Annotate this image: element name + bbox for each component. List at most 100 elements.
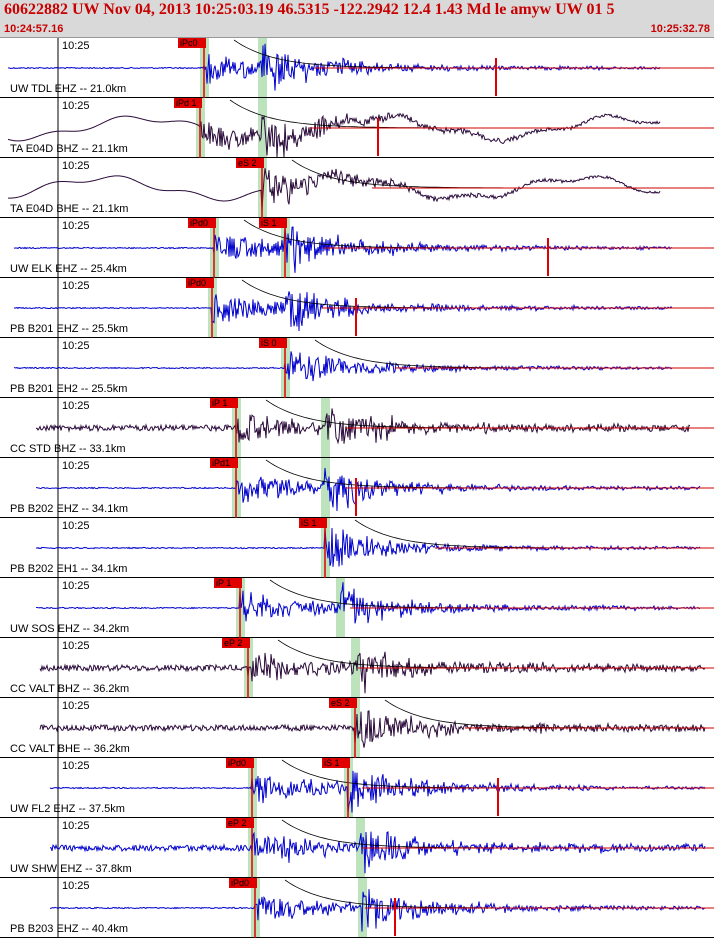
s-pick-label: iS 1 (301, 518, 317, 528)
s-pick-label: iS 0 (261, 338, 277, 348)
station-label: CC VALT BHZ -- 36.2km (10, 683, 129, 695)
s-pick-flag[interactable] (329, 698, 357, 708)
trace-panel: 10:25 iPc0 UW TDL EHZ -- 21.0km (0, 38, 714, 98)
p-pick-flag[interactable] (222, 638, 250, 648)
station-label: PB B201 EH2 -- 25.5km (10, 383, 127, 395)
station-label: UW FL2 EHZ -- 37.5km (10, 803, 125, 815)
p-pick-flag[interactable] (210, 398, 238, 408)
p-pick-flag[interactable] (174, 98, 202, 108)
trace-panel: 10:25 iPd0 PB B203 EHZ -- 40.4km (0, 878, 714, 938)
p-pick-label: iPc0 (180, 38, 198, 48)
s-pick-flag[interactable] (259, 218, 287, 228)
trace-panel: 10:25 iPd0 PB B201 EHZ -- 25.5km (0, 278, 714, 338)
trace-panel: 10:25 iPd 1 TA E04D BHZ -- 21.1km (0, 98, 714, 158)
trace-panel: 10:25 iPd1 PB B202 EHZ -- 34.1km (0, 458, 714, 518)
trace-panel: 10:25 iPd0 iS 1 UW ELK EHZ -- 25.4km (0, 218, 714, 278)
s-window-band (258, 98, 267, 158)
s-pick-flag[interactable] (259, 338, 287, 348)
s-pick-flag[interactable] (299, 518, 327, 528)
minute-label: 10:25 (62, 340, 90, 352)
seismogram-panel: 10:25 iPc0 UW TDL EHZ -- 21.0km 10:25 iPd 1 T… (0, 38, 714, 938)
minute-label: 10:25 (62, 40, 90, 52)
minute-label: 10:25 (62, 160, 90, 172)
p-pick-flag[interactable] (178, 38, 206, 48)
coda-curve (384, 699, 713, 729)
coda-curve (354, 519, 711, 549)
waveform (36, 467, 701, 512)
minute-label: 10:25 (62, 400, 90, 412)
trace-panel: 10:25 iP 1 UW SOS EHZ -- 34.2km (0, 578, 714, 638)
waveform (35, 582, 701, 624)
minute-label: 10:25 (62, 640, 90, 652)
station-label: UW SOS EHZ -- 34.2km (10, 623, 129, 635)
station-label: UW TDL EHZ -- 21.0km (10, 83, 126, 95)
waveform (35, 527, 701, 567)
start-time-label: 10:24:57.16 (4, 23, 64, 35)
p-pick-label: eP 2 (228, 818, 246, 828)
trace-panel: 10:25 eP 2 CC VALT BHZ -- 36.2km (0, 638, 714, 698)
waveform (49, 831, 706, 874)
s-window-band (321, 458, 330, 518)
coda-curve (314, 339, 711, 369)
station-label: TA E04D BHE -- 21.1km (10, 203, 128, 215)
coda-curve (291, 159, 712, 189)
s-window-band (351, 638, 360, 698)
trace-panel: 10:25 eP 2 UW SHW EHZ -- 37.8km (0, 818, 714, 878)
s-pick-flag[interactable] (322, 758, 350, 768)
minute-label: 10:25 (62, 520, 90, 532)
trace-panel: 10:25 eS 2 TA E04D BHE -- 21.1km (0, 158, 714, 218)
minute-label: 10:25 (62, 820, 90, 832)
trace-panel: 10:25 iP 1 CC STD BHZ -- 33.1km (0, 398, 714, 458)
end-time-label: 10:25:32.78 (650, 23, 710, 35)
station-label: CC VALT BHE -- 36.2km (10, 743, 130, 755)
minute-label: 10:25 (62, 280, 90, 292)
p-pick-flag[interactable] (229, 878, 257, 888)
station-label: PB B203 EHZ -- 40.4km (10, 923, 128, 935)
p-pick-label: iPd1 (212, 458, 230, 468)
p-pick-flag[interactable] (226, 758, 254, 768)
p-pick-label: iPd 1 (176, 98, 197, 108)
coda-curve (265, 459, 714, 489)
s-pick-label: eS 2 (331, 698, 350, 708)
station-label: TA E04D BHZ -- 21.1km (10, 143, 128, 155)
s-pick-label: iS 1 (324, 758, 340, 768)
p-pick-label: iPd0 (190, 218, 208, 228)
station-label: PB B202 EH1 -- 34.1km (10, 563, 127, 575)
minute-label: 10:25 (62, 220, 90, 232)
p-pick-flag[interactable] (210, 458, 238, 468)
minute-label: 10:25 (62, 580, 90, 592)
trace-panel: 10:25 iPd0 iS 1 UW FL2 EHZ -- 37.5km (0, 758, 714, 818)
waveform (49, 770, 706, 813)
s-pick-flag[interactable] (236, 158, 264, 168)
minute-label: 10:25 (62, 700, 90, 712)
p-pick-flag[interactable] (226, 818, 254, 828)
event-title: 60622882 UW Nov 04, 2013 10:25:03.19 46.… (4, 1, 615, 18)
waveform (7, 168, 661, 211)
waveform (35, 408, 691, 445)
p-pick-label: iPd0 (231, 878, 249, 888)
trace-panel: 10:25 eS 2 CC VALT BHE -- 36.2km (0, 698, 714, 758)
p-pick-label: eP 2 (224, 638, 242, 648)
coda-curve (229, 99, 714, 129)
station-label: CC STD BHZ -- 33.1km (10, 443, 126, 455)
s-window-band (321, 398, 330, 458)
p-pick-flag[interactable] (188, 218, 216, 228)
waveform (7, 112, 661, 158)
p-pick-flag[interactable] (186, 278, 214, 288)
station-label: PB B202 EHZ -- 34.1km (10, 503, 128, 515)
waveform (39, 651, 706, 694)
p-pick-label: iPd0 (188, 278, 206, 288)
trace-panel: 10:25 iS 0 PB B201 EH2 -- 25.5km (0, 338, 714, 398)
trace-panel: 10:25 iS 1 PB B202 EH1 -- 34.1km (0, 518, 714, 578)
coda-curve (281, 819, 714, 849)
p-pick-flag[interactable] (214, 578, 242, 588)
s-pick-label: eS 2 (238, 158, 257, 168)
station-label: PB B201 EHZ -- 25.5km (10, 323, 128, 335)
p-pick-label: iP 1 (212, 398, 227, 408)
s-pick-label: iS 1 (261, 218, 277, 228)
minute-label: 10:25 (62, 880, 90, 892)
event-header: 60622882 UW Nov 04, 2013 10:25:03.19 46.… (0, 0, 714, 38)
coda-curve (233, 39, 714, 69)
waveform (49, 889, 706, 932)
minute-label: 10:25 (62, 460, 90, 472)
